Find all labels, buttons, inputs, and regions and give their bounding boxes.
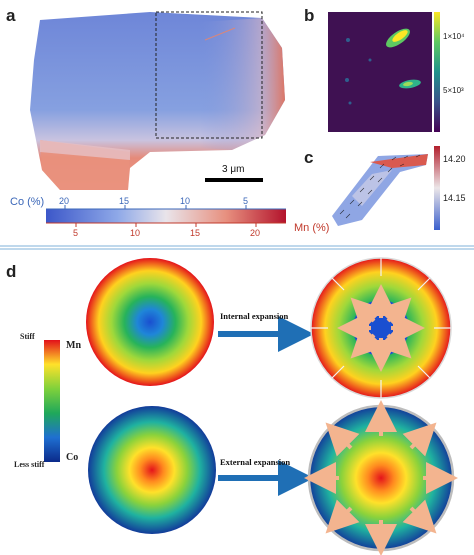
scalebar-label: 3 μm: [222, 164, 245, 175]
panel-c-tick-high: 14.20: [443, 154, 466, 164]
particle-external-after: [304, 400, 458, 555]
external-expansion-label: External expansion: [220, 457, 291, 467]
scalebar: [205, 178, 263, 182]
composition-colorbar: [46, 209, 286, 223]
panel-b-map: [328, 12, 432, 132]
scale-bottom-label: Less stiff: [14, 460, 45, 469]
co-tick-10: 10: [180, 196, 191, 206]
co-tick-5: 5: [243, 196, 249, 206]
co-tick-20: 20: [59, 196, 70, 206]
mn-tick-10: 10: [130, 228, 141, 238]
particle-internal-before: [86, 258, 214, 386]
stiffness-scale-bar: [44, 340, 60, 462]
mn-scale-label: Mn: [66, 340, 81, 351]
mn-axis-label: Mn (%): [294, 222, 330, 234]
particle-internal-after: [310, 257, 452, 399]
co-axis-ticks: [46, 205, 286, 210]
mn-tick-20: 20: [250, 228, 261, 238]
panel-c-label: c: [304, 148, 314, 167]
panel-b-hotspots: [345, 28, 421, 105]
panel-c-map: [332, 154, 428, 226]
mn-tick-5: 5: [73, 228, 79, 238]
particle-external-before: [88, 406, 216, 534]
panel-b-colorbar: [434, 12, 440, 132]
external-expansion-arrows: [304, 400, 458, 555]
mn-axis-ticks: [46, 222, 286, 227]
scale-top-label: Stiff: [20, 332, 35, 341]
internal-expansion-arrows: [337, 284, 425, 372]
panel-b-tick-high: 1×10⁴: [443, 32, 465, 41]
composition-map: [30, 12, 285, 190]
internal-expansion-label: Internal expansion: [220, 311, 289, 321]
panel-c-colorbar: [434, 146, 440, 230]
co-tick-15: 15: [119, 196, 130, 206]
panel-d-label: d: [6, 262, 17, 281]
mn-tick-15: 15: [190, 228, 201, 238]
panel-a-label: a: [6, 6, 16, 25]
zoom-region-box: [155, 11, 263, 139]
panel-b-tick-mid: 5×10³: [443, 86, 464, 95]
co-scale-label: Co: [66, 452, 79, 463]
panel-b-label: b: [304, 6, 315, 25]
panel-c-tick-low: 14.15: [443, 193, 466, 203]
co-axis-label: Co (%): [10, 196, 45, 208]
